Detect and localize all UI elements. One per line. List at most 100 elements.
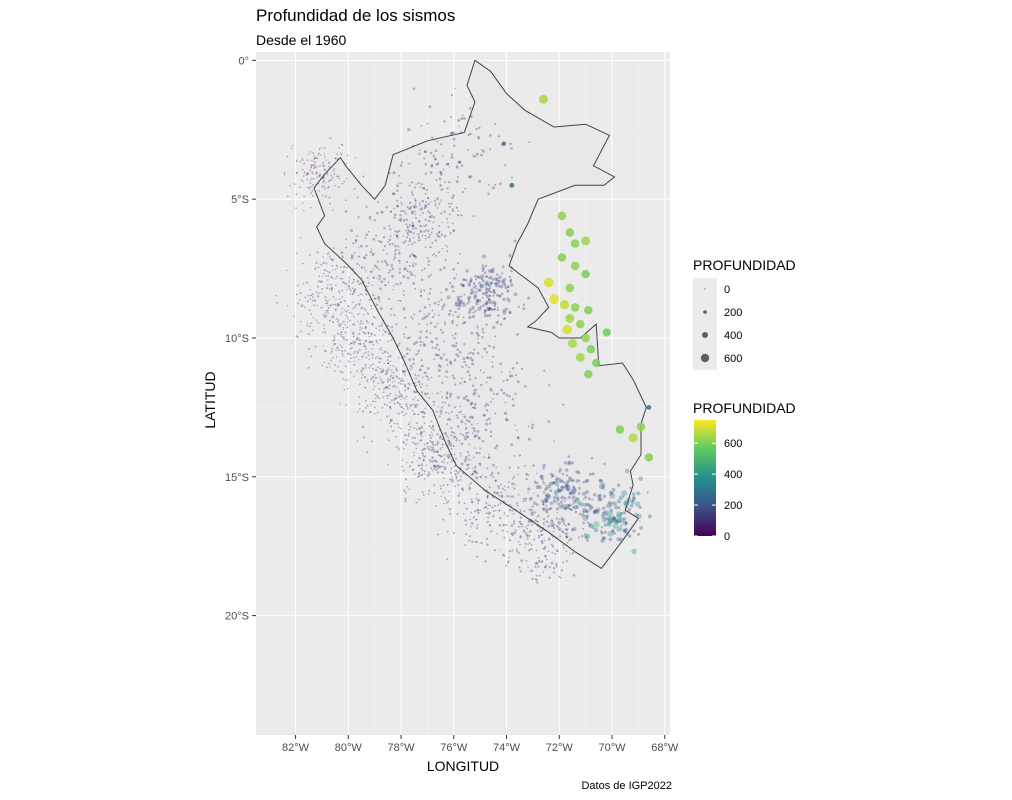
earthquake-point bbox=[601, 485, 606, 490]
earthquake-point bbox=[386, 263, 389, 267]
earthquake-point bbox=[402, 218, 406, 222]
earthquake-point bbox=[314, 345, 317, 348]
earthquake-point bbox=[622, 495, 625, 498]
earthquake-point bbox=[306, 281, 309, 284]
earthquake-point bbox=[502, 391, 506, 395]
earthquake-point bbox=[571, 486, 576, 491]
earthquake-point bbox=[408, 270, 412, 274]
earthquake-point bbox=[453, 460, 455, 463]
earthquake-point bbox=[419, 368, 422, 372]
earthquake-point bbox=[410, 191, 414, 194]
earthquake-point bbox=[476, 299, 480, 302]
earthquake-point bbox=[535, 579, 538, 582]
earthquake-point bbox=[366, 312, 369, 315]
earthquake-point bbox=[475, 152, 479, 156]
earthquake-point bbox=[536, 529, 539, 532]
earthquake-point bbox=[470, 415, 474, 419]
earthquake-point bbox=[349, 348, 352, 350]
earthquake-point bbox=[365, 320, 368, 322]
earthquake-point bbox=[315, 172, 318, 175]
earthquake-point bbox=[359, 328, 362, 331]
earthquake-point bbox=[328, 271, 331, 274]
earthquake-point bbox=[318, 275, 321, 278]
earthquake-point bbox=[456, 315, 460, 319]
earthquake-point bbox=[484, 560, 487, 563]
earthquake-point bbox=[398, 448, 401, 451]
earthquake-point bbox=[497, 135, 500, 138]
earthquake-point bbox=[318, 152, 321, 154]
earthquake-point bbox=[491, 308, 494, 311]
earthquake-point bbox=[486, 508, 489, 510]
earthquake-point bbox=[457, 298, 460, 301]
earthquake-point bbox=[448, 453, 451, 456]
earthquake-point bbox=[450, 447, 453, 450]
earthquake-point bbox=[378, 361, 381, 364]
earthquake-point bbox=[324, 195, 327, 198]
earthquake-point bbox=[341, 350, 344, 352]
earthquake-point bbox=[533, 511, 536, 514]
earthquake-point bbox=[423, 267, 426, 270]
earthquake-point bbox=[405, 403, 408, 406]
earthquake-point bbox=[468, 463, 471, 466]
earthquake-point bbox=[547, 420, 551, 423]
earthquake-point bbox=[414, 205, 417, 209]
earthquake-point bbox=[396, 283, 399, 286]
earthquake-point bbox=[579, 502, 585, 507]
earthquake-point bbox=[468, 307, 473, 312]
earthquake-point bbox=[373, 219, 376, 222]
earthquake-point bbox=[476, 509, 479, 512]
earthquake-point bbox=[362, 280, 365, 283]
earthquake-point bbox=[327, 284, 329, 286]
earthquake-point bbox=[399, 396, 401, 398]
earthquake-point bbox=[458, 160, 461, 163]
earthquake-point bbox=[448, 412, 450, 415]
earthquake-point bbox=[329, 179, 332, 181]
earthquake-point bbox=[427, 210, 430, 213]
earthquake-point bbox=[368, 411, 371, 413]
earthquake-point bbox=[342, 371, 344, 373]
earthquake-point bbox=[414, 213, 417, 216]
earthquake-point bbox=[448, 417, 452, 421]
earthquake-point bbox=[572, 488, 577, 493]
earthquake-point bbox=[392, 258, 395, 261]
earthquake-point bbox=[407, 387, 410, 390]
earthquake-point bbox=[320, 263, 323, 266]
earthquake-point bbox=[555, 537, 559, 540]
earthquake-point bbox=[352, 323, 354, 326]
earthquake-point bbox=[356, 350, 359, 353]
earthquake-point bbox=[400, 405, 403, 408]
earthquake-point bbox=[426, 376, 429, 378]
earthquake-point bbox=[555, 496, 560, 500]
earthquake-point bbox=[365, 293, 368, 296]
earthquake-point bbox=[374, 400, 376, 403]
earthquake-point bbox=[501, 265, 505, 269]
earthquake-point bbox=[432, 428, 434, 431]
earthquake-point bbox=[622, 511, 627, 515]
earthquake-point bbox=[327, 162, 330, 164]
earthquake-point bbox=[556, 511, 558, 514]
earthquake-point bbox=[419, 208, 422, 211]
earthquake-point bbox=[446, 558, 448, 560]
earthquake-point bbox=[404, 500, 407, 503]
earthquake-point bbox=[469, 132, 472, 136]
earthquake-point bbox=[421, 234, 424, 237]
earthquake-point bbox=[332, 247, 335, 250]
earthquake-point bbox=[404, 240, 407, 243]
earthquake-point bbox=[423, 230, 426, 233]
earthquake-point bbox=[506, 297, 510, 300]
earthquake-point bbox=[404, 385, 406, 388]
earthquake-point bbox=[365, 399, 367, 402]
earthquake-point bbox=[464, 519, 467, 522]
earthquake-point bbox=[596, 494, 601, 499]
earthquake-point bbox=[547, 550, 550, 552]
earthquake-point bbox=[511, 477, 514, 480]
earthquake-point bbox=[396, 184, 399, 187]
earthquake-point bbox=[491, 267, 495, 272]
earthquake-point bbox=[330, 359, 333, 362]
earthquake-point bbox=[634, 501, 641, 507]
earthquake-point bbox=[475, 541, 478, 544]
earthquake-point bbox=[412, 224, 415, 228]
earthquake-point bbox=[545, 564, 548, 567]
earthquake-point bbox=[386, 385, 389, 388]
earthquake-point bbox=[622, 528, 628, 534]
